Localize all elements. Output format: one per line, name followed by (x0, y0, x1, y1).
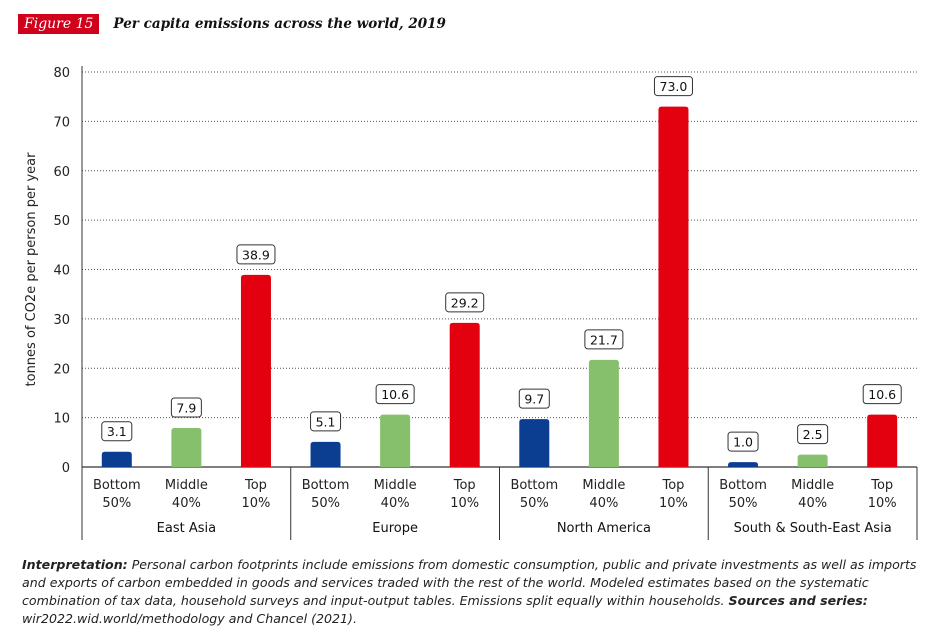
bar (519, 419, 550, 467)
bar (240, 274, 271, 467)
x-tick-label: Middle (582, 478, 625, 493)
data-label-box (310, 411, 342, 432)
data-label: 10.6 (381, 387, 409, 402)
data-label-box (518, 388, 550, 409)
interpretation-label: Interpretation: (22, 557, 128, 572)
x-tick-label: 10% (868, 496, 897, 511)
x-tick-label: 50% (102, 496, 131, 511)
x-tick-label: 10% (659, 496, 688, 511)
data-label-box (101, 421, 133, 442)
data-label: 2.5 (803, 427, 823, 442)
y-tick-label: 80 (53, 66, 70, 81)
y-tick-label: 20 (53, 362, 70, 377)
x-tick-label: Bottom (93, 478, 141, 493)
data-label: 1.0 (733, 435, 753, 450)
y-tick-label: 40 (53, 264, 70, 279)
data-label-box (584, 329, 624, 350)
x-tick-label: Middle (374, 478, 417, 493)
x-tick-label: Top (661, 478, 684, 493)
bar (867, 414, 898, 467)
group-label: North America (557, 521, 651, 536)
y-tick-label: 60 (53, 165, 70, 180)
bar (449, 322, 480, 467)
sources-text: wir2022.wid.world/methodology and Chance… (22, 611, 357, 626)
data-label-box (236, 244, 276, 265)
data-label-box (445, 292, 485, 313)
data-label: 21.7 (590, 332, 618, 347)
x-tick-label: 40% (589, 496, 618, 511)
x-tick-label: 50% (520, 496, 549, 511)
group-label: East Asia (157, 521, 216, 536)
y-tick-label: 0 (62, 461, 70, 476)
data-label: 7.9 (176, 400, 196, 415)
bar (588, 359, 619, 467)
interpretation-note: Interpretation: Personal carbon footprin… (22, 556, 934, 628)
sources-label: Sources and series: (728, 593, 868, 608)
x-tick-label: Middle (791, 478, 834, 493)
figure-header: Figure 15 Per capita emissions across th… (18, 12, 446, 36)
data-label-box (375, 384, 415, 405)
data-label: 9.7 (524, 392, 544, 407)
x-tick-label: Bottom (302, 478, 350, 493)
x-tick-label: 10% (242, 496, 271, 511)
x-tick-label: Bottom (719, 478, 767, 493)
y-tick-label: 10 (53, 412, 70, 427)
data-label-box (727, 431, 759, 452)
bar (171, 427, 202, 467)
x-tick-label: 40% (381, 496, 410, 511)
bar (101, 451, 132, 467)
bar (658, 106, 689, 467)
x-tick-label: Top (870, 478, 893, 493)
x-tick-label: 40% (172, 496, 201, 511)
y-tick-label: 50 (53, 214, 70, 229)
figure-label: Figure 15 (18, 14, 100, 34)
data-label: 29.2 (451, 295, 479, 310)
x-tick-label: Bottom (510, 478, 558, 493)
data-label-box (653, 76, 693, 97)
bar-chart: 0 10 20 30 40 50 60 70 80 tonnes of CO2e per pers… (24, 66, 918, 540)
data-label: 38.9 (242, 247, 270, 262)
x-tick-label: Top (244, 478, 267, 493)
bar (728, 462, 759, 467)
x-tick-label: Top (453, 478, 476, 493)
data-label: 10.6 (868, 387, 896, 402)
bar (380, 414, 411, 467)
data-label: 3.1 (107, 424, 127, 439)
y-tick-label: 30 (53, 313, 70, 328)
x-tick-label: 10% (450, 496, 479, 511)
bar (310, 441, 341, 467)
x-tick-label: Middle (165, 478, 208, 493)
group-label: Europe (372, 521, 418, 536)
y-tick-label: 70 (53, 115, 70, 130)
x-tick-label: 40% (798, 496, 827, 511)
data-label-box (862, 384, 902, 405)
data-label: 5.1 (316, 414, 336, 429)
y-axis-label: tonnes of CO2e per person per year (24, 152, 39, 387)
bar (797, 454, 828, 467)
interpretation-text: Personal carbon footprints include emiss… (22, 557, 917, 608)
figure-title: Per capita emissions across the world, 2… (113, 16, 446, 32)
x-tick-label: 50% (311, 496, 340, 511)
data-label-box (797, 424, 829, 445)
data-label: 73.0 (660, 79, 688, 94)
x-tick-label: 50% (729, 496, 758, 511)
data-label-box (170, 397, 202, 418)
group-label: South & South-East Asia (734, 521, 892, 536)
